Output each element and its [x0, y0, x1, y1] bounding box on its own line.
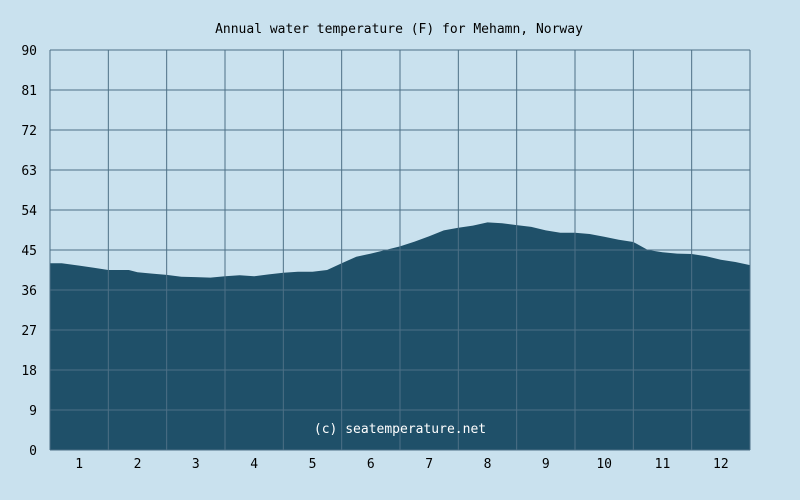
x-tick-label: 1 — [75, 457, 83, 472]
x-tick-label: 7 — [425, 457, 433, 472]
x-tick-label: 12 — [713, 457, 729, 472]
y-tick-label: 54 — [21, 204, 37, 219]
x-tick-label: 5 — [309, 457, 317, 472]
x-tick-label: 11 — [655, 457, 671, 472]
y-tick-label: 36 — [21, 284, 37, 299]
y-tick-label: 72 — [21, 124, 37, 139]
y-tick-label: 18 — [21, 364, 37, 379]
y-tick-label: 0 — [29, 444, 37, 459]
x-tick-label: 2 — [134, 457, 142, 472]
x-tick-label: 6 — [367, 457, 375, 472]
watermark-text: (c) seatemperature.net — [314, 422, 486, 437]
y-tick-label: 63 — [21, 164, 37, 179]
x-tick-label: 8 — [484, 457, 492, 472]
y-tick-label: 9 — [29, 404, 37, 419]
chart-title: Annual water temperature (F) for Mehamn,… — [215, 22, 583, 37]
y-tick-label: 90 — [21, 44, 37, 59]
x-tick-label: 10 — [596, 457, 612, 472]
x-tick-label: 9 — [542, 457, 550, 472]
y-tick-label: 27 — [21, 324, 37, 339]
x-tick-label: 4 — [250, 457, 258, 472]
y-tick-label: 81 — [21, 84, 37, 99]
x-tick-label: 3 — [192, 457, 200, 472]
y-tick-label: 45 — [21, 244, 37, 259]
